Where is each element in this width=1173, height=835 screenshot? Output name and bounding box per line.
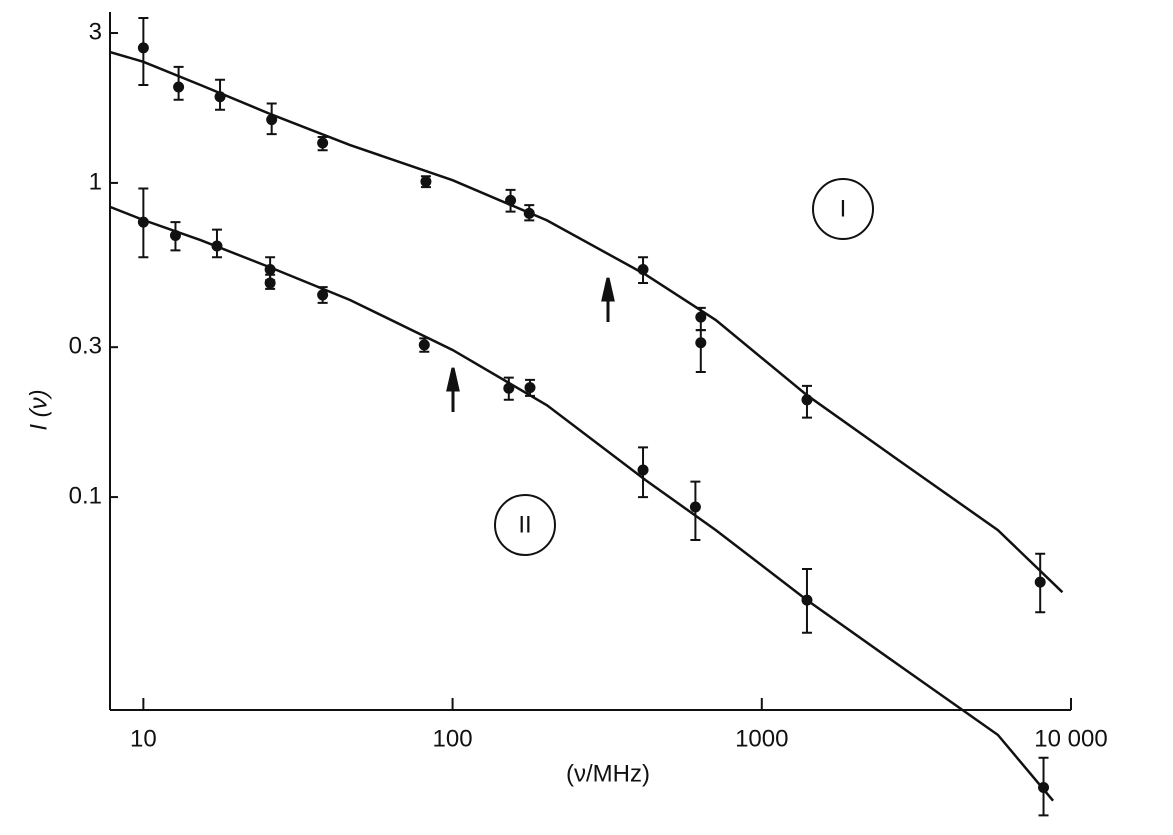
data-point xyxy=(637,264,649,276)
y-tick-label: 0.3 xyxy=(69,333,102,360)
y-axis-label: I (ν) xyxy=(25,389,52,430)
data-point xyxy=(137,42,149,54)
x-tick-label: 10 xyxy=(130,725,157,752)
data-point xyxy=(689,501,701,513)
data-point xyxy=(695,337,707,349)
label-circle xyxy=(494,494,556,556)
data-point xyxy=(214,91,226,103)
arrow xyxy=(446,367,460,412)
x-tick-label: 100 xyxy=(433,725,473,752)
y-tick-label: 0.1 xyxy=(69,482,102,509)
series-label: II xyxy=(518,511,531,538)
error-bar xyxy=(695,329,706,374)
data-point xyxy=(264,277,276,289)
data-point xyxy=(801,394,813,406)
x-tick-label: 10 000 xyxy=(1034,725,1107,752)
fit-curve xyxy=(109,50,1064,594)
data-point xyxy=(173,81,185,93)
data-point xyxy=(418,339,430,351)
data-point xyxy=(317,137,329,149)
data-point xyxy=(264,264,276,276)
data-point xyxy=(1038,781,1050,793)
data-point xyxy=(524,382,536,394)
x-axis-label: (ν/MHz) xyxy=(566,760,650,787)
data-point xyxy=(695,311,707,323)
data-point xyxy=(211,240,223,252)
data-point xyxy=(801,594,813,606)
fit-curve xyxy=(109,205,1055,802)
data-point xyxy=(505,194,517,206)
data-point xyxy=(266,114,278,126)
data-point xyxy=(169,230,181,242)
y-tick-label: 1 xyxy=(89,168,102,195)
data-point xyxy=(523,207,535,219)
data-point xyxy=(420,176,432,188)
data-point xyxy=(503,382,515,394)
y-tick-label: 3 xyxy=(89,18,102,45)
x-tick-label: 1000 xyxy=(735,725,788,752)
arrow xyxy=(601,277,615,322)
label-circle xyxy=(812,178,874,240)
data-point xyxy=(317,289,329,301)
data-point xyxy=(1034,576,1046,588)
data-point xyxy=(137,216,149,228)
series-label: I xyxy=(840,195,847,222)
data-point xyxy=(637,464,649,476)
